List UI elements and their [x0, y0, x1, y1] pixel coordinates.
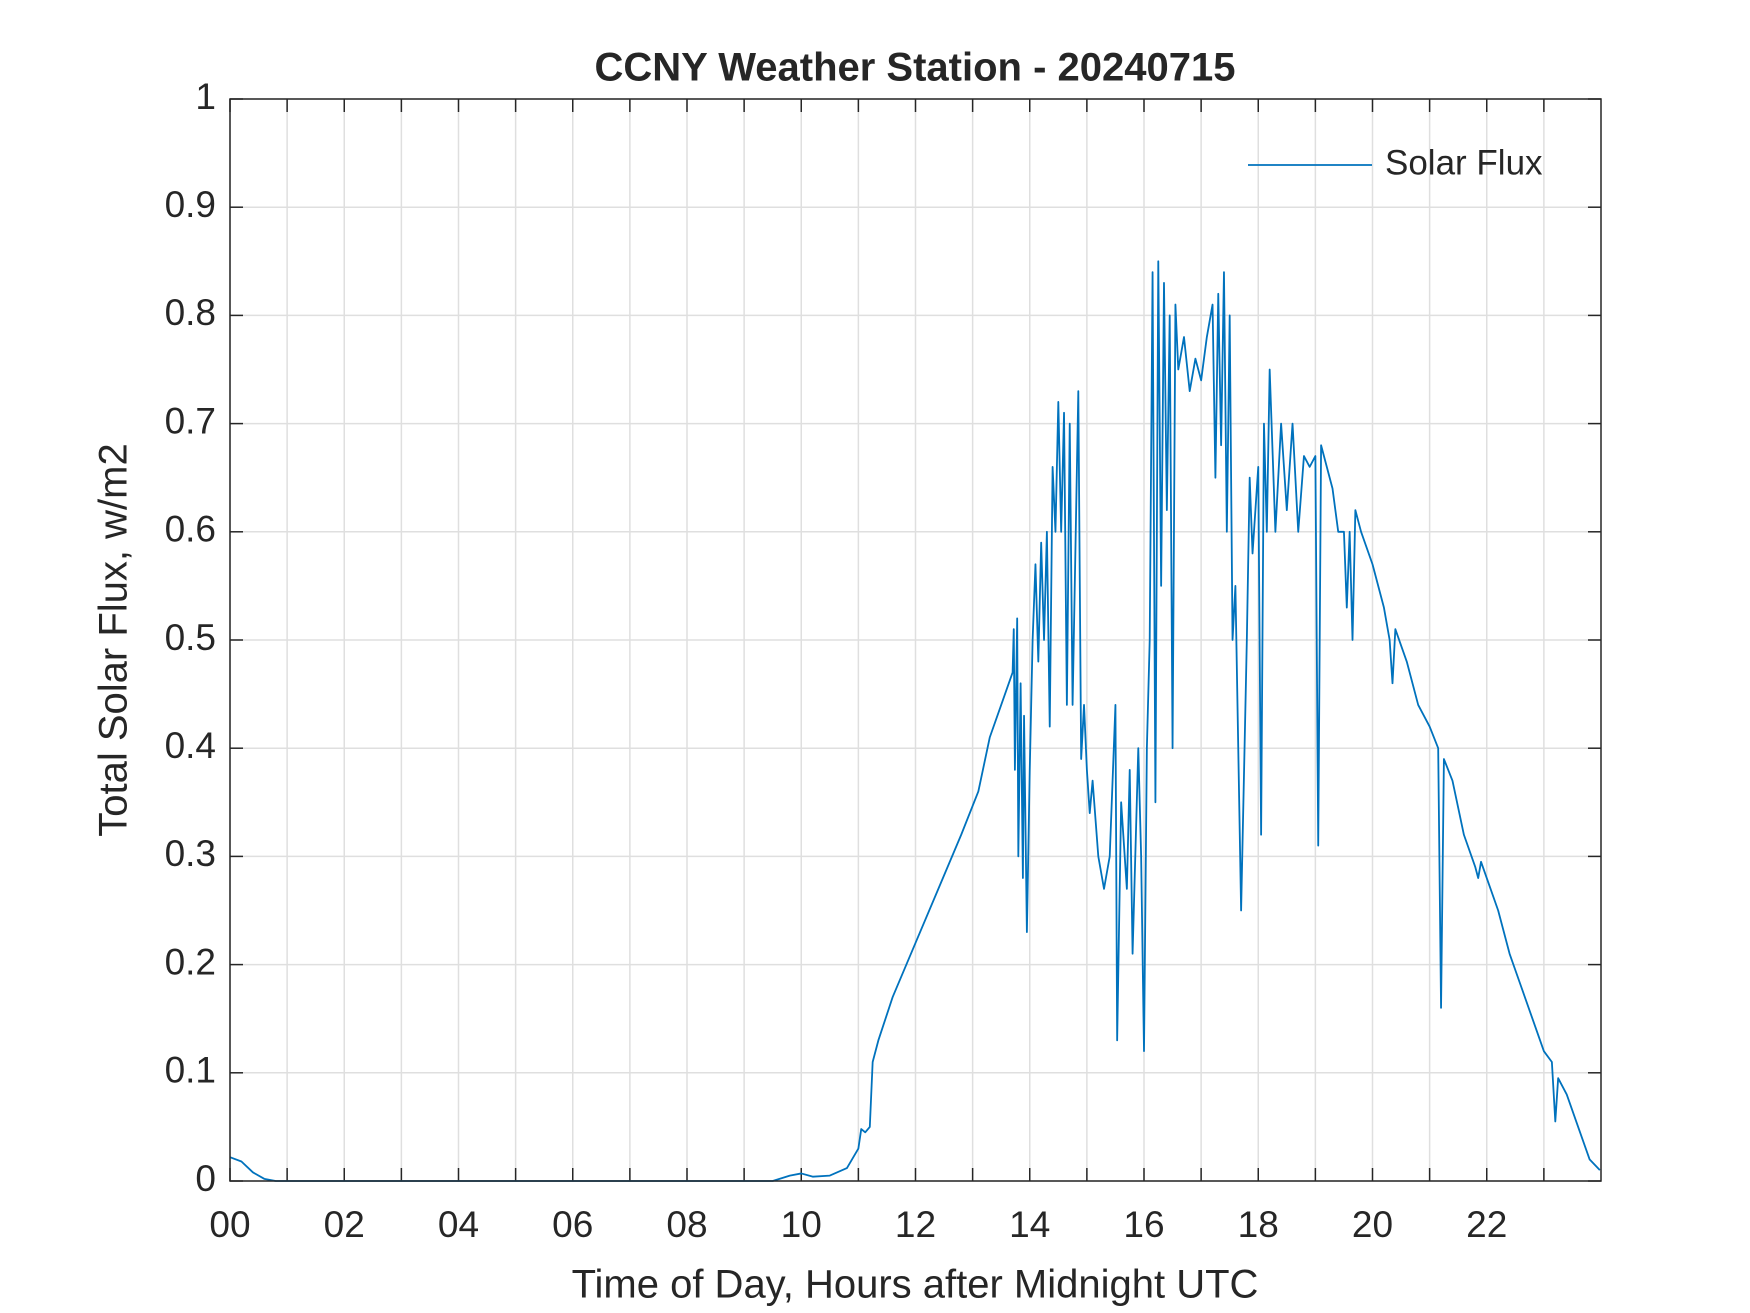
- x-tick-label: 18: [1238, 1204, 1279, 1245]
- y-tick-label: 0.4: [165, 725, 216, 766]
- x-tick-label: 22: [1466, 1204, 1507, 1245]
- y-tick-label: 0.8: [165, 292, 216, 333]
- x-tick-label: 14: [1009, 1204, 1050, 1245]
- y-tick-label: 0: [195, 1158, 216, 1199]
- y-tick-label: 0.2: [165, 941, 216, 982]
- y-tick-label: 1: [195, 76, 216, 117]
- x-tick-label: 20: [1352, 1204, 1393, 1245]
- y-tick-label: 0.7: [165, 400, 216, 441]
- y-axis-label: Total Solar Flux, w/m2: [92, 443, 136, 836]
- chart-title: CCNY Weather Station - 20240715: [595, 46, 1236, 90]
- y-tick-label: 0.1: [165, 1050, 216, 1091]
- y-tick-label: 0.5: [165, 617, 216, 658]
- x-tick-label: 04: [438, 1204, 479, 1245]
- data-line: [229, 260, 1601, 1182]
- x-tick-label: 10: [781, 1204, 822, 1245]
- x-tick-label: 08: [666, 1204, 707, 1245]
- x-axis-label: Time of Day, Hours after Midnight UTC: [572, 1263, 1259, 1307]
- x-tick-label: 00: [209, 1204, 250, 1245]
- y-tick-label: 0.6: [165, 509, 216, 550]
- legend-label: Solar Flux: [1385, 143, 1543, 182]
- axes-box: [229, 98, 1602, 1182]
- x-tick-label: 16: [1123, 1204, 1164, 1245]
- y-tick-label: 0.9: [165, 184, 216, 225]
- x-tick-label: 06: [552, 1204, 593, 1245]
- x-tick-label: 12: [895, 1204, 936, 1245]
- x-tick-label: 02: [324, 1204, 365, 1245]
- y-tick-label: 0.3: [165, 833, 216, 874]
